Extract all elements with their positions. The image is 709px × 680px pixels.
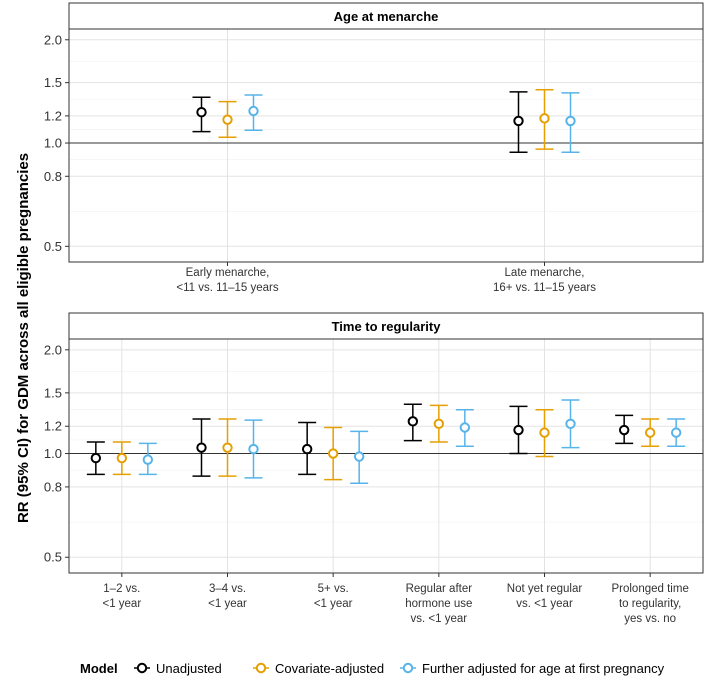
estimate-covariate	[218, 100, 237, 138]
x-category-label: 3–4 vs. <1 year	[208, 583, 247, 610]
estimate-covariate	[429, 404, 448, 443]
y-tick-label: 1.2	[44, 108, 62, 123]
estimate-unadjusted	[192, 418, 211, 477]
legend-key-point	[136, 662, 148, 674]
x-category-label: 5+ vs. <1 year	[314, 583, 353, 610]
point-estimate	[301, 443, 313, 455]
y-tick-label: 1.0	[44, 446, 62, 461]
panel-background	[69, 339, 703, 573]
estimate-unadjusted	[509, 91, 528, 154]
estimate-covariate	[218, 418, 237, 477]
estimate-further	[455, 408, 474, 447]
panel-title: Time to regularity	[332, 319, 442, 334]
point-estimate	[539, 113, 550, 124]
point-estimate	[407, 416, 419, 427]
point-estimate	[644, 427, 656, 438]
point-estimate	[433, 418, 445, 429]
estimate-unadjusted	[86, 441, 105, 476]
point-estimate	[513, 115, 524, 127]
y-tick-label: 2.0	[44, 32, 62, 47]
y-axis-label: RR (95% CI) for GDM across all eligible …	[15, 153, 32, 523]
legend: Model Unadjusted Covariate-adjusted Further…	[80, 661, 665, 676]
x-category-label: Prolonged time to regularity, yes vs. no	[611, 583, 688, 625]
x-category-label: Regular after hormone use vs. <1 year	[405, 583, 472, 625]
point-estimate	[353, 451, 365, 462]
panel-background	[69, 29, 703, 262]
legend-label: Covariate-adjusted	[275, 661, 384, 676]
point-estimate	[222, 114, 233, 125]
point-estimate	[248, 105, 259, 117]
point-estimate	[670, 427, 682, 438]
x-category-label: Late menarche, 16+ vs. 11–15 years	[493, 267, 596, 294]
legend-key-point	[255, 662, 267, 674]
panel-strip	[68, 2, 704, 30]
x-category-label: Early menarche, <11 vs. 11–15 years	[176, 267, 278, 294]
x-category-label: 1–2 vs. <1 year	[102, 583, 141, 610]
y-tick-label: 1.5	[44, 385, 62, 400]
legend-item-covariate: Covariate-adjusted	[253, 661, 384, 676]
estimate-further	[244, 94, 263, 131]
point-estimate	[618, 424, 630, 436]
estimate-covariate	[324, 426, 343, 481]
y-tick-label: 1.5	[44, 75, 62, 90]
legend-label: Unadjusted	[156, 661, 222, 676]
estimate-unadjusted	[298, 421, 317, 476]
panel-2: Time to regularity 0.5 0.8 1.0 1.2 1.5 2.0 1–2 …	[44, 312, 704, 625]
panel-strip	[68, 312, 704, 340]
panel-title: Age at menarche	[334, 9, 439, 24]
panel-border	[68, 28, 704, 263]
point-estimate	[90, 452, 102, 464]
estimate-unadjusted	[509, 405, 528, 455]
estimate-further	[561, 92, 580, 154]
estimate-covariate	[641, 418, 660, 447]
point-estimate	[539, 427, 550, 438]
legend-label: Further adjusted for age at first pregna…	[422, 661, 665, 676]
y-tick-label: 0.5	[44, 550, 62, 565]
point-estimate	[196, 442, 207, 453]
point-estimate	[248, 443, 259, 455]
y-tick-label: 1.2	[44, 419, 62, 434]
point-estimate	[513, 424, 524, 436]
y-tick-label: 0.8	[44, 169, 62, 184]
point-estimate	[116, 452, 128, 464]
estimate-further	[244, 419, 263, 479]
point-estimate	[142, 454, 154, 465]
point-estimate	[565, 115, 576, 127]
estimate-covariate	[112, 441, 131, 476]
legend-item-further: Further adjusted for age at first pregna…	[400, 661, 665, 676]
estimate-unadjusted	[403, 403, 422, 442]
estimate-covariate	[535, 408, 554, 458]
estimate-further	[138, 442, 157, 476]
panel-border	[68, 338, 704, 574]
point-estimate	[459, 422, 471, 433]
estimate-further	[667, 418, 686, 447]
legend-item-unadjusted: Unadjusted	[134, 661, 222, 676]
panels: Age at menarche 0.5 0.8 1.0 1.2 1.5 2.0 Early m…	[44, 2, 704, 625]
estimate-further	[561, 399, 580, 449]
point-estimate	[327, 448, 339, 459]
point-estimate	[222, 442, 233, 453]
legend-title: Model	[80, 661, 118, 676]
estimate-covariate	[535, 89, 554, 150]
estimate-further	[350, 430, 369, 484]
point-estimate	[565, 418, 576, 429]
x-category-label: Not yet regular vs. <1 year	[507, 583, 583, 610]
y-tick-label: 0.8	[44, 479, 62, 494]
legend-key-point	[402, 662, 414, 674]
estimate-unadjusted	[615, 414, 634, 445]
y-tick-label: 1.0	[44, 136, 62, 151]
point-estimate	[196, 106, 207, 118]
y-tick-label: 0.5	[44, 239, 62, 254]
panel-1: Age at menarche 0.5 0.8 1.0 1.2 1.5 2.0 Early m…	[44, 2, 704, 294]
estimate-unadjusted	[192, 96, 211, 133]
y-tick-label: 2.0	[44, 342, 62, 357]
